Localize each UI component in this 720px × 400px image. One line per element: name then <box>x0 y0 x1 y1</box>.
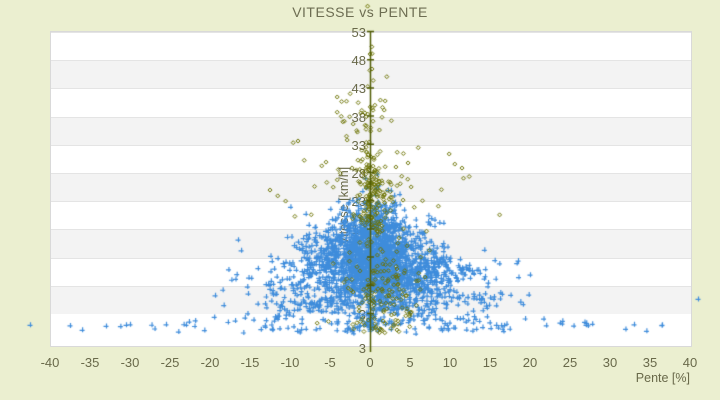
scatter-canvas <box>0 0 720 400</box>
scatter-chart: VITESSE vs PENTE Pente [%] Vitesse [km/h… <box>0 0 720 400</box>
